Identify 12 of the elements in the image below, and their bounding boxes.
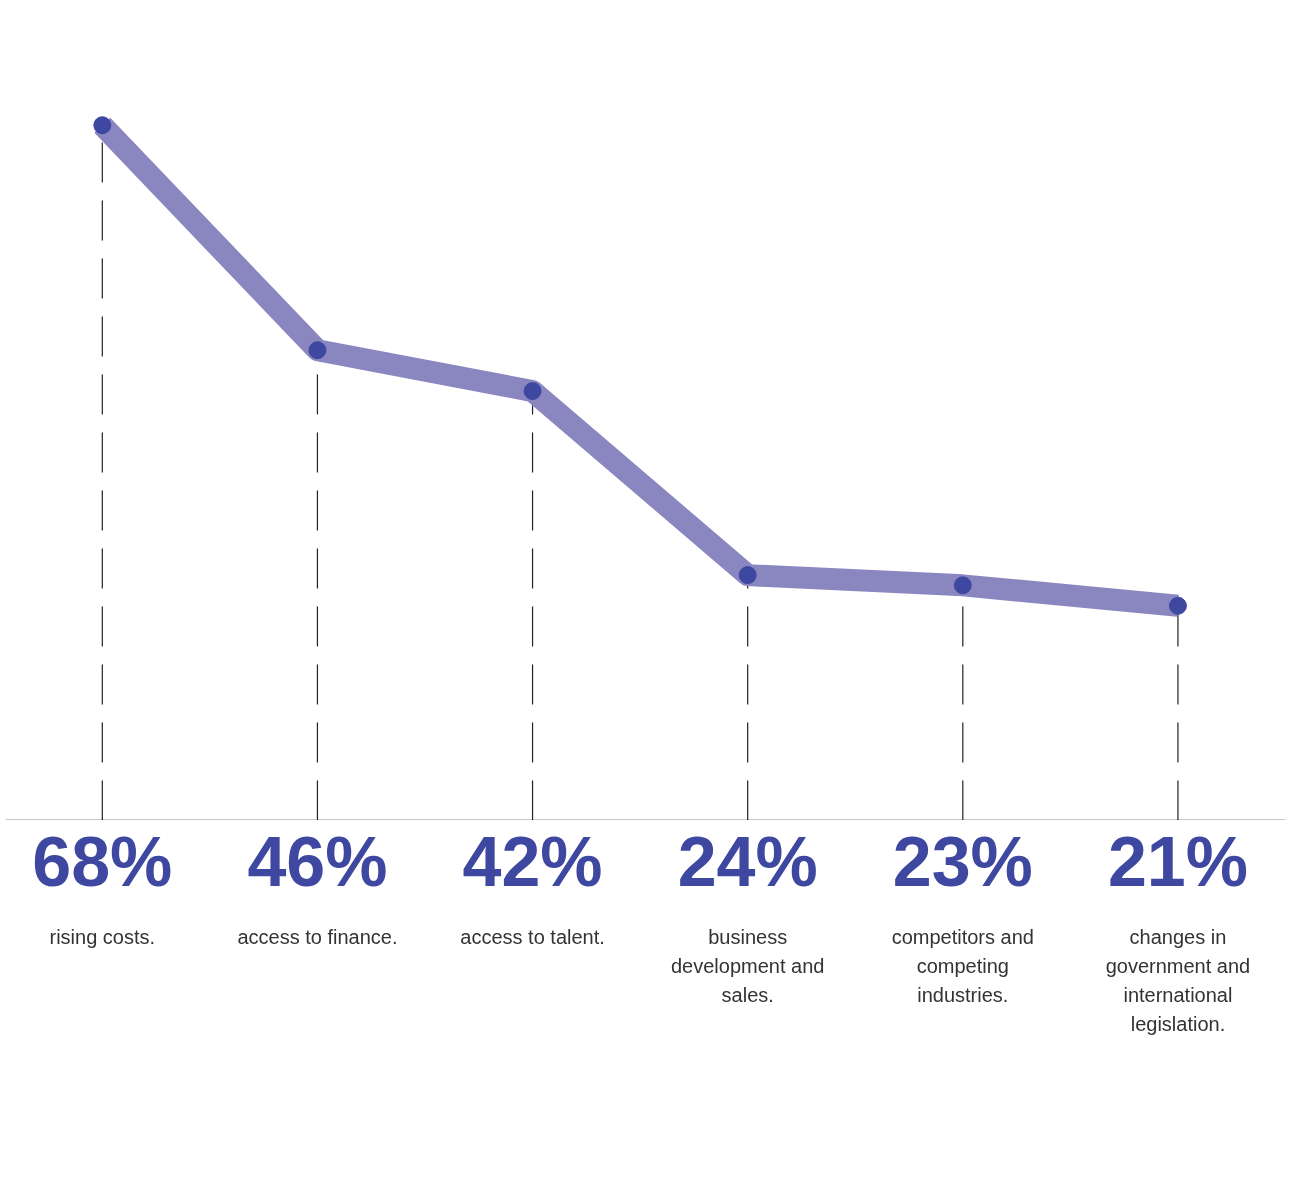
data-label: 46% xyxy=(247,822,388,901)
data-label: 42% xyxy=(462,822,603,901)
x-tick-label: business development and sales. xyxy=(670,925,825,1006)
x-tick-label: changes in government and international legislation. xyxy=(1105,925,1251,1035)
x-tick-label: competitors and competing industries. xyxy=(891,925,1034,1006)
data-label: 68% xyxy=(32,822,173,901)
data-label: 21% xyxy=(1107,822,1248,901)
x-tick-label: access to talent. xyxy=(460,925,605,948)
x-tick-label: rising costs. xyxy=(49,925,156,948)
data-label: 23% xyxy=(892,822,1033,901)
x-tick-label: access to finance. xyxy=(237,925,398,948)
data-label: 24% xyxy=(677,822,818,901)
